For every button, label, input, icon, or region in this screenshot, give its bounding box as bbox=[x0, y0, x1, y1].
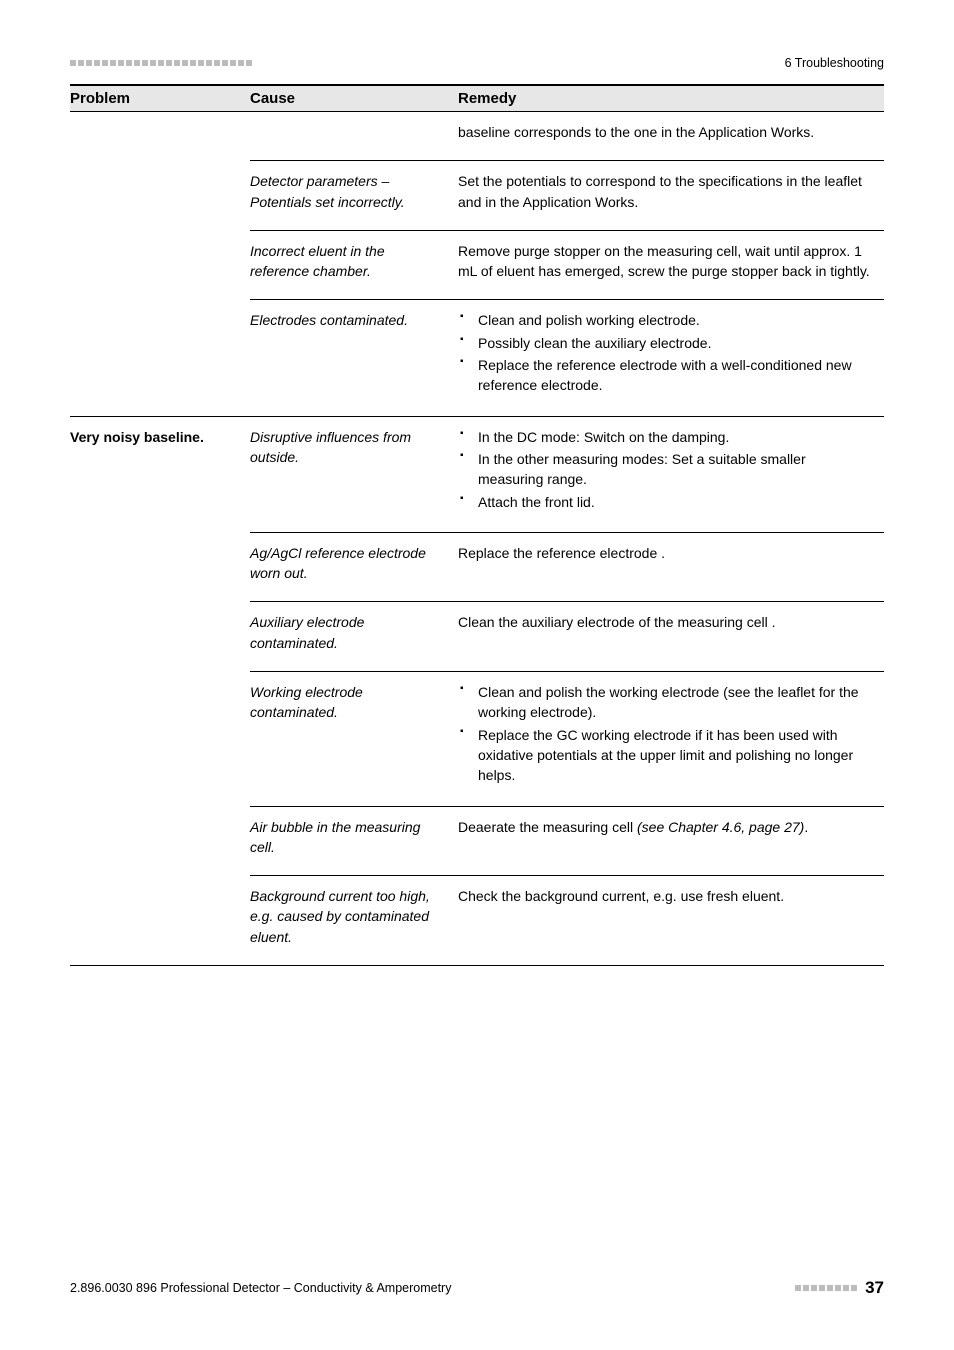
cause-cell: Air bubble in the measuring cell. bbox=[250, 806, 458, 876]
remedy-list: In the DC mode: Switch on the damping. I… bbox=[458, 427, 870, 512]
header-dots bbox=[70, 60, 252, 66]
remedy-cell: Replace the reference electrode . bbox=[458, 532, 884, 602]
remedy-cell: Clean and polish working electrode. Poss… bbox=[458, 300, 884, 416]
table-row: Incorrect eluent in the reference chambe… bbox=[70, 230, 884, 300]
table-header-row: Problem Cause Remedy bbox=[70, 85, 884, 112]
footer-doc-id: 2.896.0030 896 Professional Detector – C… bbox=[70, 1281, 451, 1295]
cause-cell: Detector parameters – Potentials set inc… bbox=[250, 161, 458, 231]
problem-cell bbox=[70, 532, 250, 602]
table-row: Working electrode contaminated. Clean an… bbox=[70, 672, 884, 806]
problem-cell bbox=[70, 300, 250, 416]
table-row: Air bubble in the measuring cell. Deaera… bbox=[70, 806, 884, 876]
list-item: Possibly clean the auxiliary electrode. bbox=[458, 333, 870, 353]
remedy-list: Clean and polish the working electrode (… bbox=[458, 682, 870, 785]
list-item: In the DC mode: Switch on the damping. bbox=[458, 427, 870, 447]
cause-cell: Disruptive influences from outside. bbox=[250, 416, 458, 532]
list-item: Replace the reference electrode with a w… bbox=[458, 355, 870, 396]
remedy-text-pre: Deaerate the measuring cell bbox=[458, 819, 637, 835]
list-item: Clean and polish working electrode. bbox=[458, 310, 870, 330]
page-number: 37 bbox=[865, 1278, 884, 1298]
remedy-list: Clean and polish working electrode. Poss… bbox=[458, 310, 870, 395]
problem-cell bbox=[70, 672, 250, 806]
remedy-cell: baseline corresponds to the one in the A… bbox=[458, 112, 884, 161]
remedy-cell: Clean the auxiliary electrode of the mea… bbox=[458, 602, 884, 672]
cause-cell: Electrodes contaminated. bbox=[250, 300, 458, 416]
remedy-cell: Remove purge stopper on the measuring ce… bbox=[458, 230, 884, 300]
list-item: Clean and polish the working electrode (… bbox=[458, 682, 870, 723]
cause-cell: Background current too high, e.g. caused… bbox=[250, 876, 458, 966]
table-row: baseline corresponds to the one in the A… bbox=[70, 112, 884, 161]
remedy-cell: Check the background current, e.g. use f… bbox=[458, 876, 884, 966]
problem-cell bbox=[70, 112, 250, 161]
remedy-text-post: . bbox=[804, 819, 808, 835]
page-header: 6 Troubleshooting bbox=[70, 56, 884, 70]
table-row: Detector parameters – Potentials set inc… bbox=[70, 161, 884, 231]
remedy-cross-ref: (see Chapter 4.6, page 27) bbox=[637, 819, 804, 835]
table-row: Very noisy baseline. Disruptive influenc… bbox=[70, 416, 884, 532]
table-row: Background current too high, e.g. caused… bbox=[70, 876, 884, 966]
problem-cell bbox=[70, 602, 250, 672]
footer-dots: 37 bbox=[795, 1278, 884, 1298]
col-header-problem: Problem bbox=[70, 85, 250, 112]
list-item: Replace the GC working electrode if it h… bbox=[458, 725, 870, 786]
remedy-cell: Deaerate the measuring cell (see Chapter… bbox=[458, 806, 884, 876]
troubleshooting-table: Problem Cause Remedy baseline correspond… bbox=[70, 84, 884, 966]
col-header-remedy: Remedy bbox=[458, 85, 884, 112]
cause-cell: Auxiliary electrode contaminated. bbox=[250, 602, 458, 672]
cause-cell bbox=[250, 112, 458, 161]
cause-cell: Incorrect eluent in the reference chambe… bbox=[250, 230, 458, 300]
page-footer: 2.896.0030 896 Professional Detector – C… bbox=[70, 1278, 884, 1298]
cause-cell: Working electrode contaminated. bbox=[250, 672, 458, 806]
problem-cell bbox=[70, 161, 250, 231]
problem-cell bbox=[70, 230, 250, 300]
problem-cell bbox=[70, 806, 250, 876]
table-row: Ag/AgCl reference electrode worn out. Re… bbox=[70, 532, 884, 602]
section-title: 6 Troubleshooting bbox=[785, 56, 884, 70]
remedy-cell: Set the potentials to correspond to the … bbox=[458, 161, 884, 231]
table-row: Electrodes contaminated. Clean and polis… bbox=[70, 300, 884, 416]
list-item: Attach the front lid. bbox=[458, 492, 870, 512]
col-header-cause: Cause bbox=[250, 85, 458, 112]
list-item: In the other measuring modes: Set a suit… bbox=[458, 449, 870, 490]
table-row: Auxiliary electrode contaminated. Clean … bbox=[70, 602, 884, 672]
cause-cell: Ag/AgCl reference electrode worn out. bbox=[250, 532, 458, 602]
remedy-cell: Clean and polish the working electrode (… bbox=[458, 672, 884, 806]
problem-cell: Very noisy baseline. bbox=[70, 416, 250, 532]
problem-cell bbox=[70, 876, 250, 966]
remedy-cell: In the DC mode: Switch on the damping. I… bbox=[458, 416, 884, 532]
